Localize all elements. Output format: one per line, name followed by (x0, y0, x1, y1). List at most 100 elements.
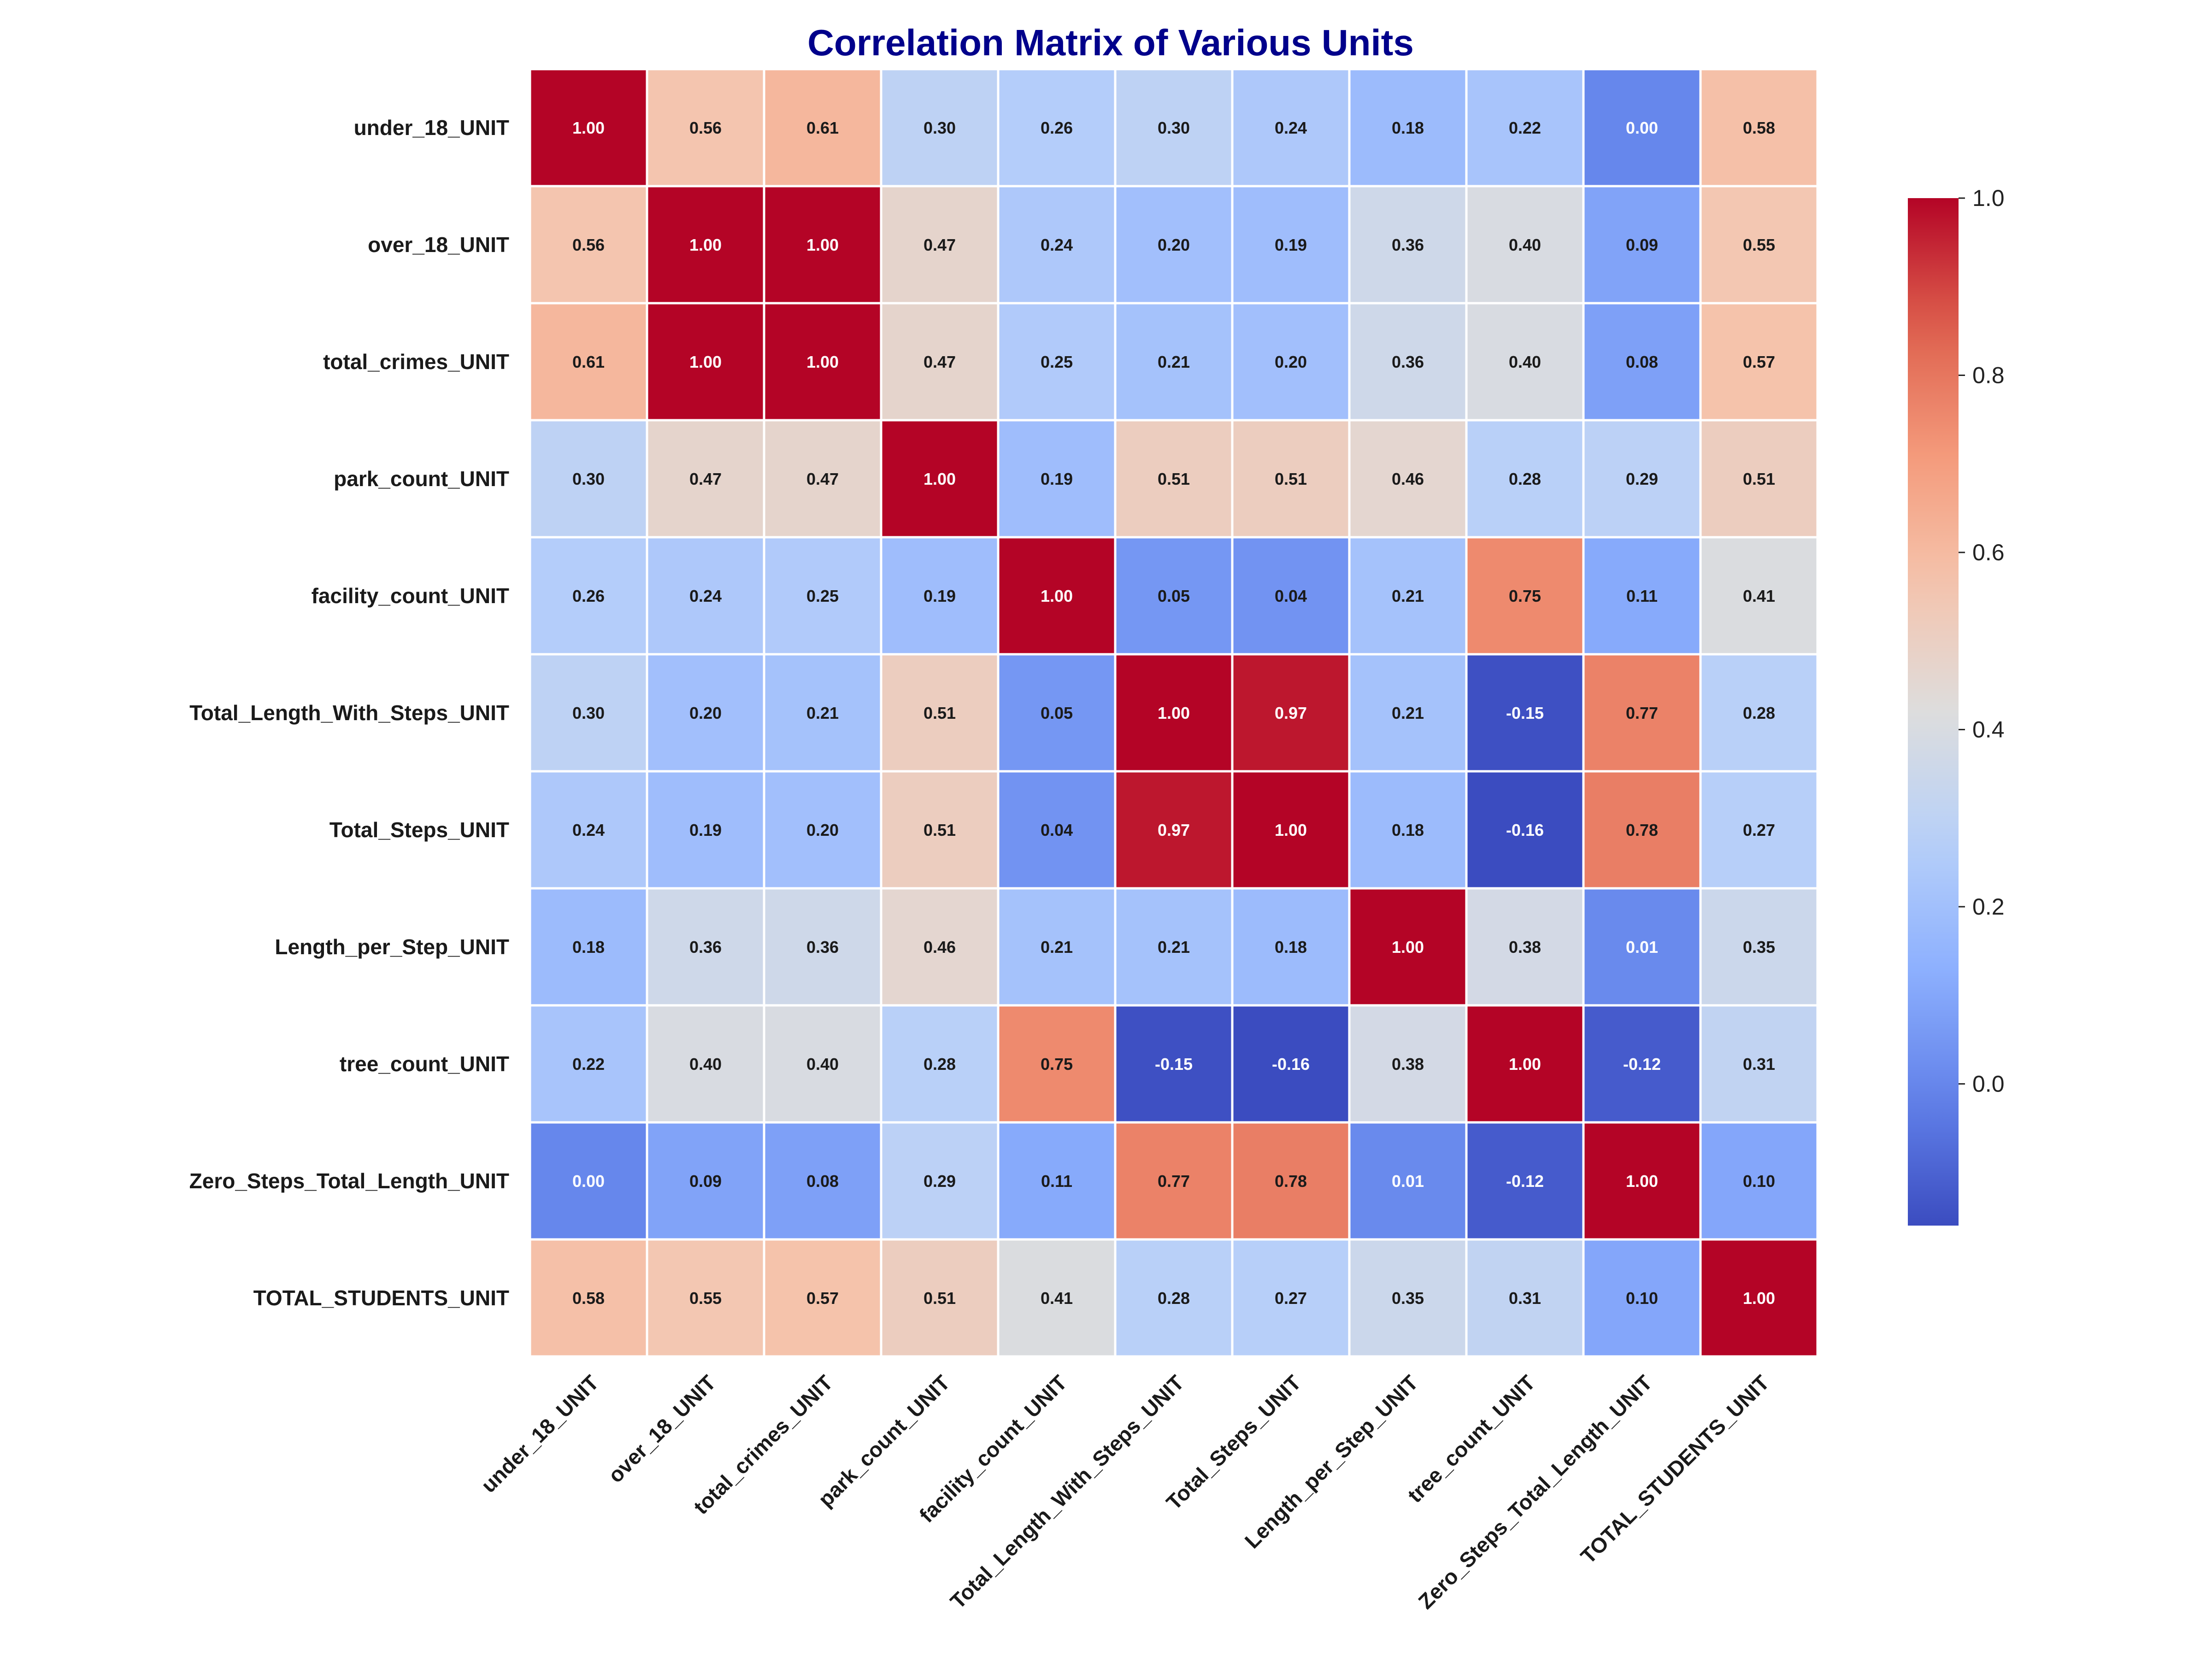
heatmap-cell (1114, 887, 1234, 1007)
heatmap-cell (529, 536, 648, 656)
cell-value-label: 0.09 (1626, 235, 1658, 254)
heatmap-cell (763, 185, 882, 305)
heatmap-cell (1348, 185, 1468, 305)
cell-value-label: 1.00 (1509, 1055, 1541, 1074)
colorbar-tick-label: 1.0 (1972, 185, 2005, 211)
cell-value-label: 0.47 (924, 352, 956, 371)
heatmap-cell (1699, 302, 1819, 422)
y-tick-label: Total_Length_With_Steps_UNIT (189, 701, 509, 725)
heatmap-cell (1465, 302, 1585, 422)
cell-value-label: 1.00 (924, 470, 956, 488)
heatmap-cell (1348, 1238, 1468, 1358)
heatmap-cell (880, 770, 1000, 890)
cell-value-label: 0.47 (924, 235, 956, 254)
cell-value-label: 0.36 (806, 938, 839, 957)
cell-value-label: 0.24 (689, 587, 722, 605)
cell-value-label: 0.36 (1392, 352, 1424, 371)
cell-value-label: 0.18 (1392, 118, 1424, 137)
heatmap-cell (763, 536, 882, 656)
heatmap-cell (1582, 1238, 1702, 1358)
heatmap-cell (529, 770, 648, 890)
heatmap-cell (1114, 302, 1234, 422)
heatmap-cell (646, 1238, 765, 1358)
cell-value-label: -0.15 (1506, 704, 1544, 722)
cell-value-label: 0.24 (1041, 235, 1073, 254)
cell-value-label: 0.22 (572, 1055, 605, 1074)
cell-value-label: 0.28 (1158, 1289, 1190, 1308)
heatmap-cell (1348, 770, 1468, 890)
cell-value-label: 0.18 (1392, 821, 1424, 839)
cell-value-label: 0.57 (806, 1289, 839, 1308)
heatmap-cell (1582, 887, 1702, 1007)
cell-value-label: 0.28 (1743, 704, 1775, 722)
cell-value-label: 0.21 (1158, 938, 1190, 957)
x-tick-label: tree_count_UNIT (1403, 1370, 1540, 1507)
x-axis-labels: under_18_UNIT over_18_UNITtotal_crimes_UN… (477, 1370, 1774, 1614)
colorbar-gradient (1908, 198, 1959, 1226)
heatmap-cell (880, 887, 1000, 1007)
x-tick-label: TOTAL_STUDENTS_UNIT (1576, 1370, 1774, 1568)
heatmap-cell (997, 1238, 1117, 1358)
y-tick-label: park_count_UNIT (334, 467, 509, 491)
heatmap-cell (763, 770, 882, 890)
x-tick-label: Zero_Steps_Total_Length_UNIT (1413, 1370, 1657, 1614)
cell-value-label: 0.56 (689, 118, 722, 137)
heatmap-cell (1699, 770, 1819, 890)
cell-value-label: 0.58 (1743, 118, 1775, 137)
cell-value-label: 0.04 (1275, 587, 1307, 605)
cell-value-label: 0.77 (1626, 704, 1658, 722)
heatmap-cell (1699, 536, 1819, 656)
heatmap-cell (1348, 1121, 1468, 1241)
heatmap-cell (529, 1121, 648, 1241)
heatmap-cell (1114, 770, 1234, 890)
cell-value-label: 0.97 (1158, 821, 1190, 839)
cell-value-label: 0.35 (1743, 938, 1775, 957)
cell-value-label: 0.19 (1041, 470, 1073, 488)
cell-value-label: 0.27 (1275, 1289, 1307, 1308)
cell-value-label: 0.00 (572, 1172, 605, 1191)
heatmap-cell (997, 1121, 1117, 1241)
heatmap-cell (1231, 1004, 1351, 1124)
cell-value-label: 0.20 (1158, 235, 1190, 254)
cell-value-label: -0.12 (1506, 1172, 1544, 1191)
heatmap-cell (763, 419, 882, 539)
cell-value-label: 0.31 (1509, 1289, 1541, 1308)
cell-value-label: 0.18 (572, 938, 605, 957)
heatmap-cell (1348, 1004, 1468, 1124)
heatmap-cell (1114, 68, 1234, 188)
cell-value-label: 0.08 (806, 1172, 839, 1191)
cell-value-label: 0.58 (572, 1289, 605, 1308)
cell-value-label: 0.41 (1743, 587, 1775, 605)
y-tick-label: TOTAL_STUDENTS_UNIT (253, 1286, 509, 1310)
cell-value-label: 0.47 (689, 470, 722, 488)
cell-value-label: 0.55 (689, 1289, 722, 1308)
heatmap-cell (1465, 1121, 1585, 1241)
heatmap-cell (880, 1121, 1000, 1241)
colorbar-tick-label: 0.8 (1972, 362, 2005, 388)
y-tick-label: total_crimes_UNIT (323, 350, 509, 374)
heatmap-cell (1348, 68, 1468, 188)
cell-value-label: 1.00 (689, 235, 722, 254)
cell-value-label: 0.51 (1743, 470, 1775, 488)
cell-value-label: 0.26 (1041, 118, 1073, 137)
cell-value-label: 0.30 (572, 704, 605, 722)
heatmap-cell (1699, 185, 1819, 305)
heatmap-cell (763, 68, 882, 188)
cell-value-label: 0.51 (1158, 470, 1190, 488)
heatmap-cell (1699, 653, 1819, 773)
cell-value-label: 0.61 (572, 352, 605, 371)
cell-value-label: 0.10 (1743, 1172, 1775, 1191)
heatmap-cell (529, 68, 648, 188)
cell-value-label: 0.78 (1275, 1172, 1307, 1191)
cell-value-label: 0.57 (1743, 352, 1775, 371)
cell-value-label: 0.01 (1626, 938, 1658, 957)
colorbar-tick-label: 0.4 (1972, 716, 2005, 742)
cell-value-label: 0.30 (924, 118, 956, 137)
cell-value-label: 0.36 (689, 938, 722, 957)
cell-value-label: 0.56 (572, 235, 605, 254)
y-tick-label: facility_count_UNIT (312, 584, 509, 608)
heatmap-cell (1465, 419, 1585, 539)
heatmap-cell (1582, 68, 1702, 188)
